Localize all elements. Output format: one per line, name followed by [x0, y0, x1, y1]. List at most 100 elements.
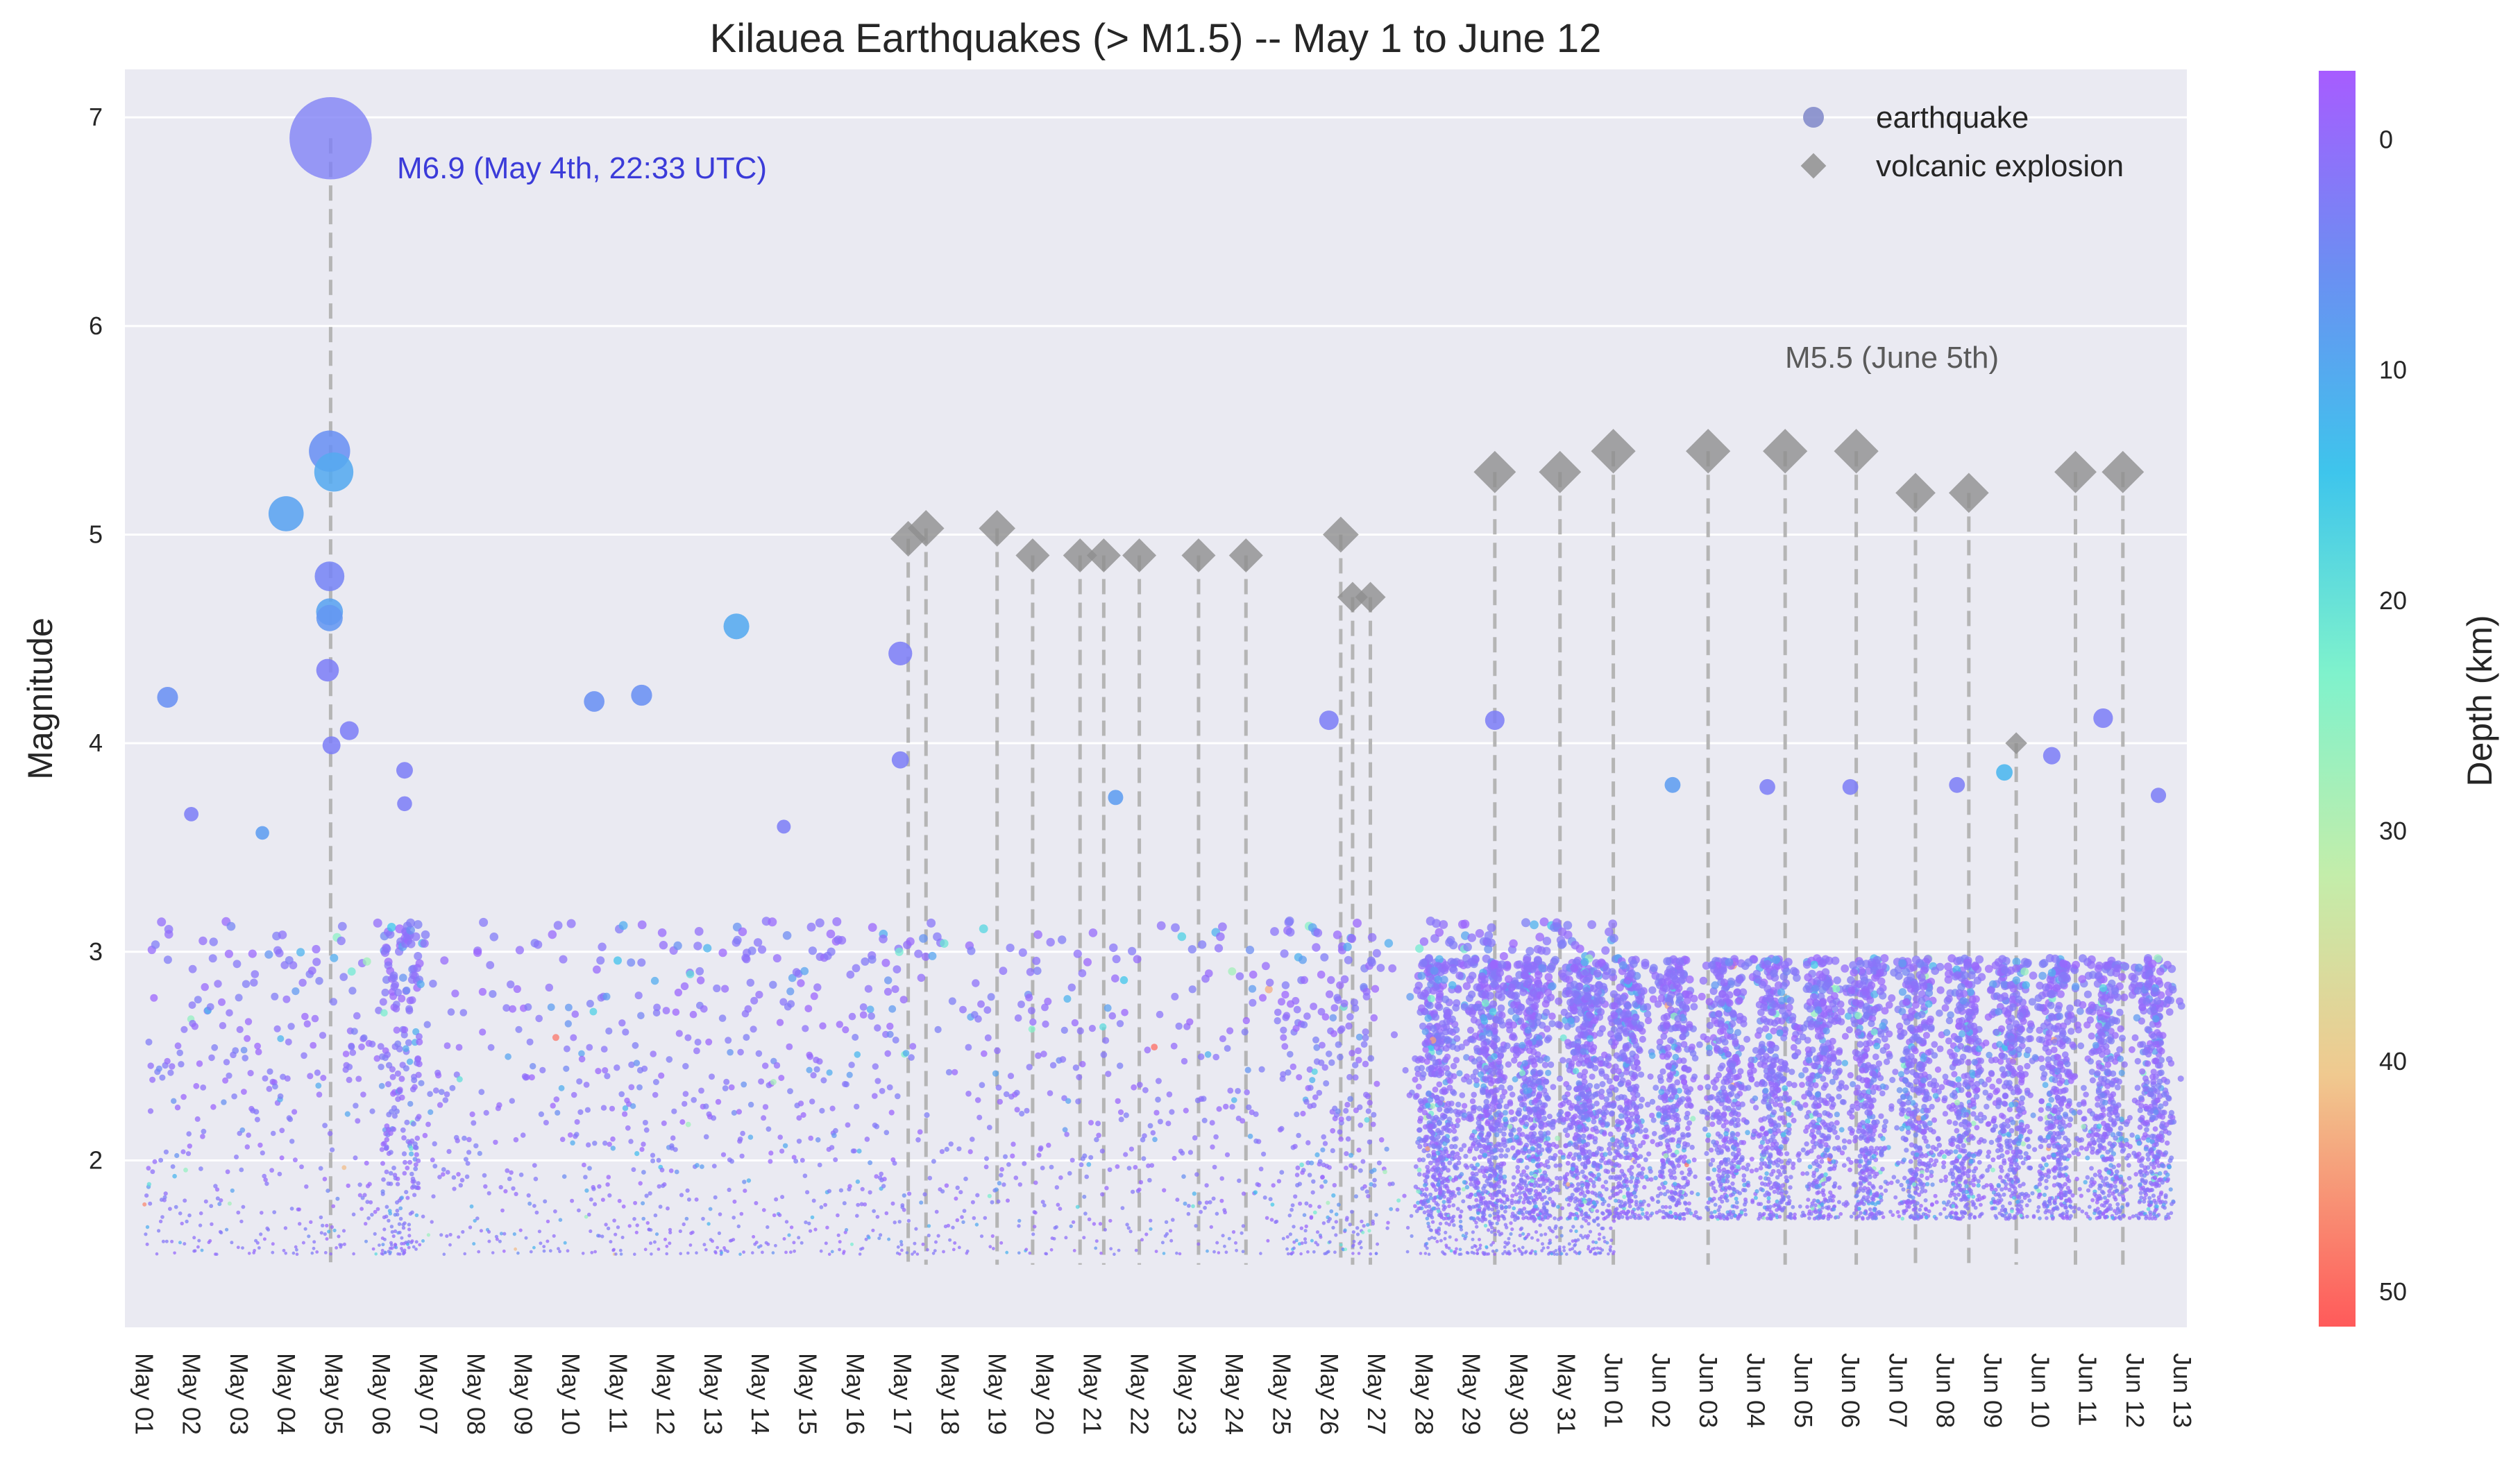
earthquake-point: [294, 1245, 298, 1249]
earthquake-point: [406, 1243, 410, 1246]
earthquake-point: [322, 1123, 328, 1128]
earthquake-point: [239, 1219, 244, 1224]
earthquake-point: [1430, 1135, 1435, 1141]
earthquake-point: [1537, 1192, 1542, 1197]
earthquake-point: [200, 1248, 204, 1252]
earthquake-point: [448, 1232, 453, 1237]
earthquake-point: [1544, 988, 1553, 996]
earthquake-point: [847, 1184, 852, 1189]
earthquake-point: [563, 1241, 567, 1245]
earthquake-point: [927, 918, 936, 928]
earthquake-point: [1259, 1252, 1262, 1255]
earthquake-point: [1489, 1007, 1497, 1016]
earthquake-point: [578, 1055, 586, 1063]
earthquake-point: [1340, 999, 1348, 1007]
earthquake-point: [1249, 998, 1257, 1007]
earthquake-point: [842, 1201, 847, 1206]
earthquake-point: [1058, 1207, 1063, 1211]
earthquake-point: [1307, 1084, 1314, 1091]
earthquake-point: [1536, 1143, 1541, 1149]
earthquake-point: [863, 1202, 868, 1207]
earthquake-point: [1625, 1125, 1631, 1130]
earthquake-point: [530, 1063, 536, 1070]
earthquake-point: [1632, 1086, 1639, 1092]
earthquake-point: [1133, 1165, 1138, 1170]
earthquake-point: [718, 1014, 727, 1022]
earthquake-point: [1462, 1180, 1467, 1185]
earthquake-point: [1501, 1125, 1507, 1131]
earthquake-point: [1355, 1047, 1362, 1055]
earthquake-point: [1470, 1171, 1475, 1176]
earthquake-point: [1471, 1216, 1476, 1221]
earthquake-point: [576, 1078, 583, 1085]
earthquake-point: [409, 1171, 414, 1177]
earthquake-point: [1378, 1137, 1385, 1143]
earthquake-point: [1502, 1143, 1507, 1148]
earthquake-point: [1572, 1113, 1578, 1119]
earthquake-point: [902, 1207, 906, 1212]
earthquake-point: [1585, 1189, 1590, 1194]
earthquake-point: [203, 1199, 208, 1204]
earthquake-point: [223, 1059, 230, 1066]
earthquake-point: [887, 1237, 891, 1241]
earthquake-point: [289, 961, 298, 970]
earthquake-point: [1575, 1186, 1580, 1191]
earthquake-point: [266, 1227, 271, 1232]
earthquake-point: [1461, 1143, 1467, 1148]
earthquake-point: [1530, 1134, 1536, 1139]
earthquake-point: [618, 1019, 626, 1027]
earthquake-point: [1303, 1229, 1308, 1233]
earthquake-point: [607, 1193, 612, 1198]
earthquake-point: [565, 1003, 573, 1012]
earthquake-point: [1303, 1237, 1307, 1241]
earthquake-point: [1241, 1250, 1245, 1254]
earthquake-point: [1355, 1033, 1363, 1041]
earthquake-point: [1536, 1238, 1540, 1242]
earthquake-point: [1582, 1155, 1587, 1161]
earthquake-point: [1548, 1012, 1556, 1020]
earthquake-point: [471, 1120, 477, 1126]
earthquake-point: [403, 1159, 407, 1165]
earthquake-point: [1285, 1235, 1289, 1239]
earthquake-point: [1562, 1249, 1566, 1252]
earthquake-point: [1491, 1203, 1496, 1207]
earthquake-point: [155, 1252, 159, 1256]
earthquake-point: [1607, 1150, 1613, 1156]
earthquake-point: [466, 1150, 472, 1155]
earthquake-point: [1156, 1010, 1164, 1019]
earthquake-point: [149, 1076, 156, 1083]
earthquake-point: [406, 918, 416, 928]
earthquake-point: [1566, 1084, 1572, 1091]
earthquake-point: [1056, 1202, 1060, 1207]
earthquake-point: [668, 1230, 673, 1234]
earthquake-point: [746, 978, 755, 987]
earthquake-point: [1639, 1096, 1646, 1103]
earthquake-point: [1484, 984, 1492, 992]
earthquake-point: [1596, 1172, 1601, 1177]
earthquake-point: [691, 1230, 695, 1234]
earthquake-point: [1227, 1087, 1234, 1094]
earthquake-point: [1592, 1057, 1600, 1064]
earthquake-point: [1384, 1146, 1389, 1152]
earthquake-point: [1147, 1123, 1153, 1129]
earthquake-point: [1221, 1234, 1225, 1238]
earthquake-point: [902, 1193, 906, 1198]
earthquake-point: [178, 1061, 185, 1068]
earthquake-point: [1270, 1202, 1275, 1207]
earthquake-point: [483, 1109, 489, 1116]
earthquake-point: [307, 967, 316, 975]
earthquake-point: [1219, 1035, 1226, 1043]
earthquake-point: [823, 1202, 827, 1207]
earthquake-point: [1312, 1094, 1319, 1100]
earthquake-point: [578, 1050, 585, 1057]
earthquake-point: [1303, 1012, 1311, 1020]
earthquake-point: [984, 1156, 989, 1161]
earthquake-point: [1326, 1250, 1330, 1254]
earthquake-point: [994, 1047, 1001, 1055]
earthquake-point: [1421, 1157, 1426, 1163]
earthquake-point: [1593, 969, 1602, 978]
earthquake-point: [1482, 1152, 1488, 1158]
earthquake-point: [1371, 1112, 1377, 1118]
earthquake-point: [955, 1218, 960, 1223]
earthquake-point: [1171, 1218, 1175, 1222]
